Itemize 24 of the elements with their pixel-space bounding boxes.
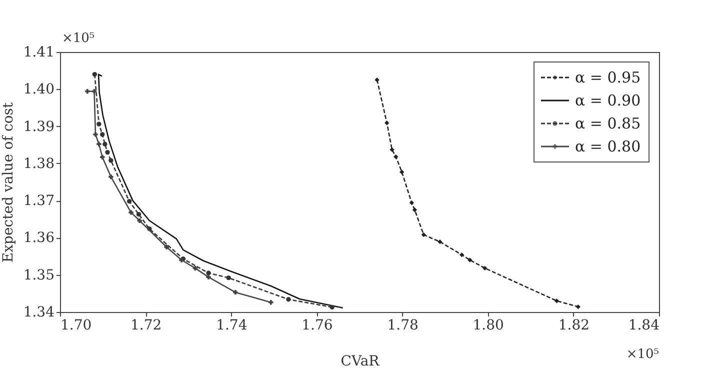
y-tick-label: 1.34 <box>23 304 55 320</box>
y-tick-label: 1.41 <box>23 44 54 60</box>
y-tick-label: 1.37 <box>23 193 54 210</box>
y-tick-label: 1.39 <box>23 118 54 135</box>
y-tick-label: 1.38 <box>23 156 54 172</box>
text: ×10⁵ <box>626 347 659 362</box>
legend-label: α = 0.85 <box>575 114 641 132</box>
x-tick-label: 1.76 <box>302 318 333 334</box>
x-tick-label: 1.84 <box>628 318 660 334</box>
x-tick-label: 1.82 <box>558 318 590 334</box>
legend-label: α = 0.95 <box>575 68 641 86</box>
x-tick-label: 1.78 <box>387 318 418 334</box>
x-tick-label: 1.80 <box>472 318 504 334</box>
x-tick-label: 1.72 <box>130 318 162 334</box>
text: ×10⁵ <box>62 31 95 46</box>
y-tick-label: 1.36 <box>23 230 55 246</box>
y-axis-title: Expected value of cost <box>0 102 16 263</box>
y-tick-label: 1.35 <box>23 267 54 284</box>
x-axis-title: CVaR <box>340 354 380 370</box>
legend-label: α = 0.80 <box>575 138 641 156</box>
y-tick-label: 1.40 <box>23 82 54 98</box>
legend-label: α = 0.90 <box>575 92 641 110</box>
x-tick-label: 1.70 <box>60 318 92 334</box>
x-tick-label: 1.74 <box>216 318 248 334</box>
